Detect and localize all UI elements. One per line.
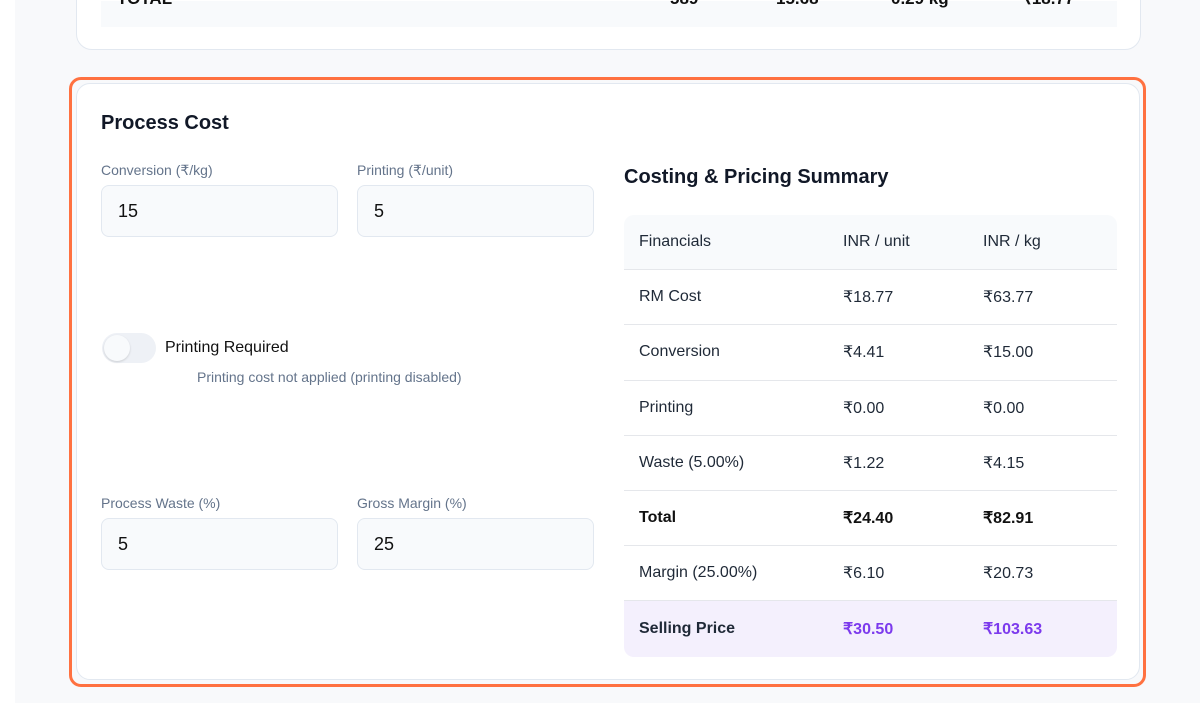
row-label: Conversion xyxy=(639,343,720,361)
row-label: RM Cost xyxy=(639,288,702,306)
printing-required-toggle[interactable] xyxy=(102,333,156,363)
toggle-knob xyxy=(104,335,130,361)
header-financials: Financials xyxy=(639,233,712,251)
table-row: Waste (5.00%) ₹1.22 ₹4.15 xyxy=(624,436,1117,491)
table-header: Financials INR / unit INR / kg xyxy=(624,215,1117,271)
total-label: TOTAL xyxy=(117,0,172,9)
conversion-input[interactable]: 15 xyxy=(101,185,338,237)
printing-required-label: Printing Required xyxy=(165,339,289,356)
process-cost-card: Process Cost Conversion (₹/kg) 15 Printi… xyxy=(76,83,1140,680)
row-label: Total xyxy=(639,509,677,527)
materials-card: TOTAL 589 15.68 0.29 kg ₹18.77 xyxy=(76,0,1141,50)
row-kg: ₹20.73 xyxy=(983,565,1034,583)
table-row: Margin (25.00%) ₹6.10 ₹20.73 xyxy=(624,546,1117,602)
row-unit: ₹24.40 xyxy=(843,510,894,528)
total-col4: ₹18.77 xyxy=(1021,0,1074,9)
table-row-total: Total ₹24.40 ₹82.91 xyxy=(624,491,1117,547)
row-kg: ₹103.63 xyxy=(983,620,1043,638)
printing-label: Printing (₹/unit) xyxy=(357,162,454,178)
total-col1: 589 xyxy=(670,0,698,9)
summary-title: Costing & Pricing Summary xyxy=(624,166,889,188)
header-inr-kg: INR / kg xyxy=(983,233,1041,251)
table-row-selling-price: Selling Price ₹30.50 ₹103.63 xyxy=(624,601,1117,657)
process-cost-title: Process Cost xyxy=(101,112,229,134)
process-waste-label: Process Waste (%) xyxy=(101,495,221,511)
row-kg: ₹0.00 xyxy=(983,399,1025,417)
total-col2: 15.68 xyxy=(776,0,819,9)
printing-input[interactable]: 5 xyxy=(357,185,594,237)
row-unit: ₹6.10 xyxy=(843,565,885,583)
table-row: Conversion ₹4.41 ₹15.00 xyxy=(624,325,1117,381)
row-unit: ₹1.22 xyxy=(843,454,885,472)
row-unit: ₹30.50 xyxy=(843,620,894,638)
total-row: TOTAL 589 15.68 0.29 kg ₹18.77 xyxy=(101,0,1117,27)
row-label: Margin (25.00%) xyxy=(639,564,758,582)
table-row: Printing ₹0.00 ₹0.00 xyxy=(624,381,1117,436)
row-kg: ₹4.15 xyxy=(983,454,1025,472)
conversion-label: Conversion (₹/kg) xyxy=(101,162,213,178)
row-kg: ₹15.00 xyxy=(983,344,1034,362)
total-col3: 0.29 kg xyxy=(891,0,949,9)
row-label: Waste (5.00%) xyxy=(639,453,745,471)
row-label: Printing xyxy=(639,398,694,416)
gross-margin-label: Gross Margin (%) xyxy=(357,495,467,511)
table-row: RM Cost ₹18.77 ₹63.77 xyxy=(624,270,1117,326)
row-unit: ₹18.77 xyxy=(843,289,894,307)
summary-table: Financials INR / unit INR / kg RM Cost ₹1… xyxy=(624,215,1117,657)
row-unit: ₹0.00 xyxy=(843,399,885,417)
process-waste-input[interactable]: 5 xyxy=(101,518,338,570)
printing-note: Printing cost not applied (printing disa… xyxy=(197,369,462,385)
row-kg: ₹82.91 xyxy=(983,510,1034,528)
highlight-outline xyxy=(69,77,1146,687)
row-kg: ₹63.77 xyxy=(983,289,1034,307)
header-inr-unit: INR / unit xyxy=(843,233,910,251)
gross-margin-input[interactable]: 25 xyxy=(357,518,594,570)
row-label: Selling Price xyxy=(639,619,736,637)
row-unit: ₹4.41 xyxy=(843,344,885,362)
